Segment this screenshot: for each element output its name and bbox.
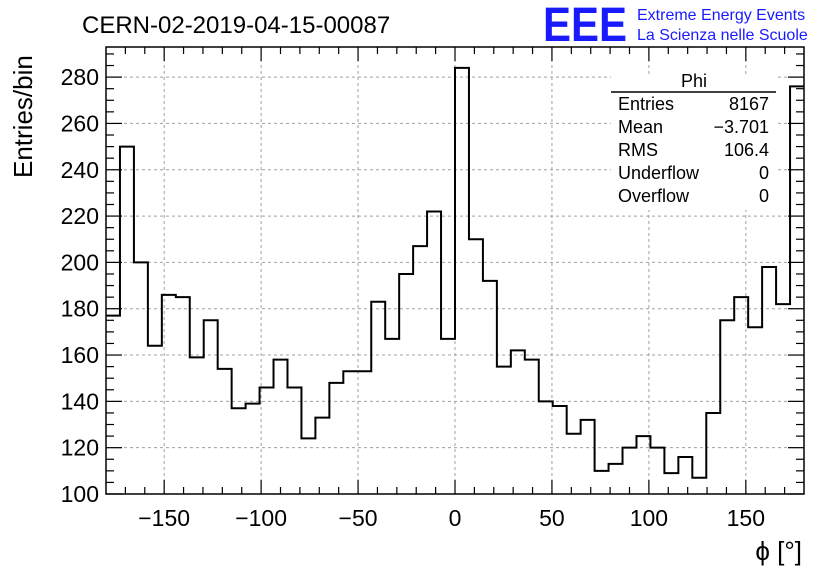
y-tick-label: 180 [61,296,99,322]
stats-value: 8167 [729,94,769,114]
histogram-bin [134,262,148,494]
stats-label: Mean [618,117,663,137]
histogram-bin [553,406,567,494]
eee-logo: EEE [543,0,627,52]
stats-rows: Entries 8167 Mean −3.701 RMS 106.4 Underflow 0 O… [618,94,769,206]
histogram-outline [106,66,804,479]
histogram-bin [567,434,581,494]
y-tick-label: 220 [61,203,99,229]
histogram-bin [315,418,329,494]
histogram-bin [595,471,609,494]
histogram-bin [650,448,664,494]
histogram-bin [232,408,246,494]
x-axis-title: ϕ [°] [755,536,802,566]
histogram-bin [190,357,204,494]
histogram-bin [413,246,427,494]
histogram-bin [274,360,288,494]
histogram-bin [441,339,455,494]
histogram-bin [148,346,162,494]
stats-label: Entries [618,94,674,114]
logo-line-1: Extreme Energy Events [637,7,805,24]
histogram-bin [218,369,232,494]
histogram-bin [581,420,595,494]
histogram-bin [776,304,790,494]
histogram-bin [329,383,343,494]
histogram-bin [427,211,441,494]
y-axis-title: Entries/bin [8,55,38,178]
histogram-bin [706,413,720,494]
stats-value: −3.701 [713,117,769,137]
y-tick-label: 260 [61,110,99,136]
histogram-bin [260,387,274,494]
y-tick-label: 160 [61,342,99,368]
histogram-bin [176,297,190,494]
histogram-bin [762,267,776,494]
stats-label: Overflow [618,186,690,206]
x-tick-label: −100 [235,505,287,531]
histogram-bin [246,404,260,494]
stats-value: 0 [759,163,769,183]
histogram-bin [357,371,371,494]
histogram-bin [301,438,315,494]
stats-value: 0 [759,186,769,206]
stats-title: Phi [681,71,707,91]
y-tick-label: 200 [61,249,99,275]
stats-box-bg [611,74,776,210]
stats-value: 106.4 [724,140,769,160]
histogram-bin [469,239,483,494]
y-tick-label: 100 [61,481,99,507]
run-title: CERN-02-2019-04-15-00087 [82,12,390,39]
x-tick-labels: −150 −100 −50 0 50 100 150 [138,505,765,531]
stats-label: Underflow [618,163,700,183]
histogram-bin [371,302,385,494]
histogram-bin [385,339,399,494]
logo-line-2: La Scienza nelle Scuole [637,27,808,44]
histogram-bin [511,350,525,494]
x-tick-label: 0 [449,505,462,531]
y-tick-label: 240 [61,157,99,183]
histogram-bin [748,327,762,494]
stats-box: Phi Entries 8167 Mean −3.701 RMS 106.4 Underfl… [611,71,776,210]
histogram-bin [399,274,413,494]
histogram-bin [204,320,218,494]
y-tick-label: 120 [61,435,99,461]
x-tick-label: 150 [727,505,765,531]
axis-ticks [106,47,804,495]
x-tick-label: −150 [138,505,190,531]
histogram-bin [497,367,511,494]
histogram-bin [120,147,134,494]
histogram-bin [790,86,804,494]
x-tick-label: 50 [539,505,565,531]
histogram-bin [106,316,120,494]
histogram-bins [106,66,804,494]
x-tick-label: −50 [339,505,378,531]
histogram-bin [664,473,678,494]
histogram-bin [720,320,734,494]
histogram-bin [455,68,469,494]
histogram-bin [525,360,539,494]
histogram-bin [678,457,692,494]
histogram-bin [483,281,497,494]
stats-label: RMS [618,140,658,160]
y-tick-label: 140 [61,388,99,414]
histogram-bin [287,387,301,494]
histogram-bin [343,371,357,494]
histogram-bin [692,478,706,494]
y-tick-label: 280 [61,64,99,90]
x-tick-label: 100 [630,505,668,531]
y-tick-labels: 100 120 140 160 180 200 220 240 260 280 [61,64,99,507]
